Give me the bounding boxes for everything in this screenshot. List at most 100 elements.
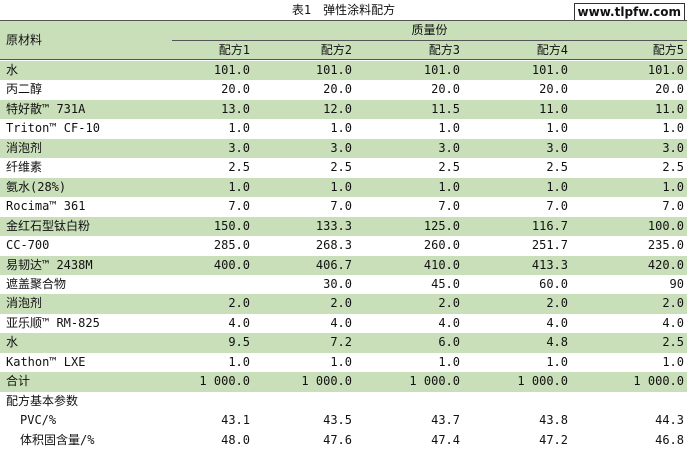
value-cell: 6.0 xyxy=(438,335,460,350)
group-header: 质量份 xyxy=(172,21,687,41)
column-header: 配方1 xyxy=(218,43,250,57)
value-cell: 60.0 xyxy=(539,276,568,291)
value-cell: 1 000.0 xyxy=(517,374,568,389)
table-row: 易韧达™ 2438M 400.0 406.7 410.0 413.3 420.0 xyxy=(0,255,687,275)
value-cell: 1.0 xyxy=(438,354,460,369)
row-label: 易韧达™ 2438M xyxy=(6,257,93,272)
table-row: Triton™ CF-10 1.0 1.0 1.0 1.0 1.0 xyxy=(0,119,687,138)
value-cell: 47.4 xyxy=(431,432,460,447)
table-row: PVC/% 43.1 43.5 43.7 43.8 44.3 xyxy=(0,411,687,430)
row-label: 水 xyxy=(6,335,19,350)
value-cell: 2.0 xyxy=(330,296,352,311)
row-label: 水 xyxy=(6,63,19,77)
table-row: 体积固含量/% 48.0 47.6 47.4 47.2 46.8 xyxy=(0,431,687,450)
value-cell: 4.0 xyxy=(546,315,568,330)
value-cell: 11.0 xyxy=(539,101,568,116)
row-label: 氨水(28%) xyxy=(6,179,67,194)
value-cell: 2.0 xyxy=(546,296,568,311)
value-cell: 413.3 xyxy=(531,257,568,272)
column-header: 配方2 xyxy=(320,43,352,57)
table-row: 消泡剂 2.0 2.0 2.0 2.0 2.0 xyxy=(0,294,687,314)
value-cell: 3.0 xyxy=(546,140,568,155)
value-cell: 46.8 xyxy=(655,432,684,447)
value-cell: 90 xyxy=(669,276,684,291)
value-cell: 1.0 xyxy=(228,354,250,369)
value-cell: 7.0 xyxy=(546,199,568,214)
table-header: 原材料 质量份 配方1 配方2 配方3 配方4 配方5 xyxy=(0,20,687,60)
section-row: 配方基本参数 xyxy=(0,392,687,411)
value-cell: 101.0 xyxy=(423,63,460,77)
table-row: 纤维素 2.5 2.5 2.5 2.5 2.5 xyxy=(0,158,687,177)
value-cell: 2.5 xyxy=(438,160,460,175)
value-cell: 268.3 xyxy=(315,238,352,253)
row-label: 丙二醇 xyxy=(6,82,43,97)
value-cell: 43.5 xyxy=(323,413,352,428)
value-cell: 7.0 xyxy=(330,199,352,214)
value-cell: 45.0 xyxy=(431,276,460,291)
value-cell: 7.0 xyxy=(228,199,250,214)
row-label: 金红石型钛白粉 xyxy=(6,218,91,233)
row-label: Rocima™ 361 xyxy=(6,199,86,214)
value-cell: 4.0 xyxy=(330,315,352,330)
value-cell: 101.0 xyxy=(315,63,352,77)
value-cell: 1.0 xyxy=(438,121,460,136)
value-cell: 1 000.0 xyxy=(633,374,684,389)
value-cell: 1 000.0 xyxy=(199,374,250,389)
value-cell: 400.0 xyxy=(213,257,250,272)
table-row: 丙二醇 20.0 20.0 20.0 20.0 20.0 xyxy=(0,80,687,99)
value-cell: 1.0 xyxy=(330,354,352,369)
value-cell: 2.5 xyxy=(662,335,684,350)
value-cell: 1.0 xyxy=(662,179,684,194)
value-cell: 20.0 xyxy=(323,82,352,97)
column-header: 配方4 xyxy=(536,43,568,57)
value-cell: 2.5 xyxy=(662,160,684,175)
table-row: 消泡剂 3.0 3.0 3.0 3.0 3.0 xyxy=(0,138,687,159)
table-title: 表1 弹性涂料配方 xyxy=(291,3,396,17)
value-cell: 3.0 xyxy=(228,140,250,155)
value-cell: 235.0 xyxy=(647,238,684,253)
value-cell: 2.5 xyxy=(330,160,352,175)
row-label: 亚乐顺™ RM-825 xyxy=(6,315,100,330)
value-cell: 4.0 xyxy=(438,315,460,330)
value-cell: 1.0 xyxy=(546,354,568,369)
value-cell: 1.0 xyxy=(662,121,684,136)
value-cell: 420.0 xyxy=(647,257,684,272)
row-label: 合计 xyxy=(6,374,31,389)
value-cell: 4.0 xyxy=(228,315,250,330)
value-cell: 2.5 xyxy=(228,160,250,175)
table-row: 金红石型钛白粉 150.0 133.3 125.0 116.7 100.0 xyxy=(0,216,687,237)
row-label: 消泡剂 xyxy=(6,140,43,155)
section-title: 配方基本参数 xyxy=(6,393,79,408)
value-cell: 1.0 xyxy=(546,121,568,136)
value-cell: 4.0 xyxy=(662,315,684,330)
value-cell: 20.0 xyxy=(221,82,250,97)
row-label: CC-700 xyxy=(6,238,50,253)
value-cell: 30.0 xyxy=(323,276,352,291)
value-cell: 133.3 xyxy=(315,218,352,233)
row-label: 遮盖聚合物 xyxy=(6,276,67,291)
value-cell: 44.3 xyxy=(655,413,684,428)
value-cell: 3.0 xyxy=(438,140,460,155)
value-cell: 260.0 xyxy=(423,238,460,253)
table-row: 水 9.5 7.2 6.0 4.8 2.5 xyxy=(0,333,687,353)
value-cell: 1.0 xyxy=(330,121,352,136)
value-cell: 3.0 xyxy=(662,140,684,155)
column-header: 配方3 xyxy=(428,43,460,57)
value-cell: 1.0 xyxy=(228,179,250,194)
value-cell: 406.7 xyxy=(315,257,352,272)
row-label: Triton™ CF-10 xyxy=(6,121,100,136)
value-cell: 4.8 xyxy=(546,335,568,350)
row-label: 特好散™ 731A xyxy=(6,101,86,116)
value-cell: 1.0 xyxy=(546,179,568,194)
value-cell: 47.2 xyxy=(539,432,568,447)
value-cell: 43.7 xyxy=(431,413,460,428)
value-cell: 2.0 xyxy=(662,296,684,311)
value-cell: 3.0 xyxy=(330,140,352,155)
value-cell: 1.0 xyxy=(438,179,460,194)
row-label: 纤维素 xyxy=(6,160,43,175)
value-cell: 20.0 xyxy=(539,82,568,97)
value-cell: 43.1 xyxy=(221,413,250,428)
table-row: 水 101.0 101.0 101.0 101.0 101.0 xyxy=(0,61,687,81)
value-cell: 101.0 xyxy=(531,63,568,77)
value-cell: 11.0 xyxy=(655,101,684,116)
